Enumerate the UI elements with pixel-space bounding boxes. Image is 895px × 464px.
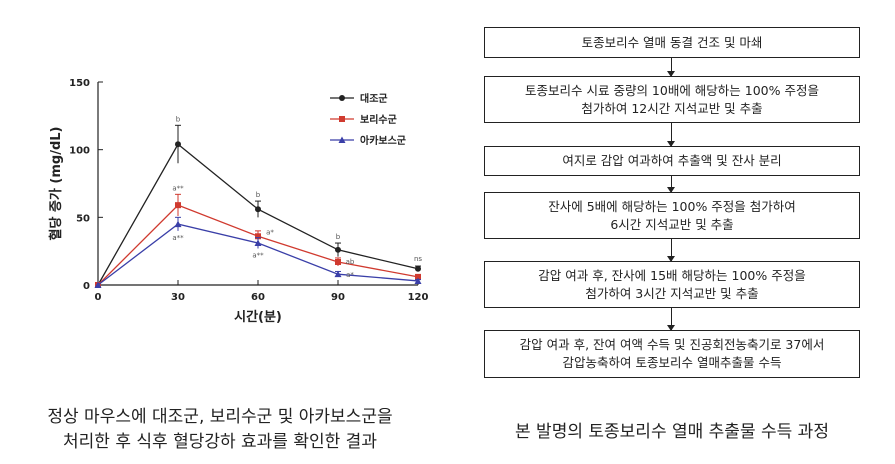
legend-marker [338,136,346,143]
legend-label: 대조군 [360,92,388,105]
flow-step-3: 여지로 감압 여과하여 추출액 및 잔사 분리 [484,146,860,176]
y-tick-label: 150 [69,78,90,89]
data-point [335,258,341,265]
data-label: a** [252,251,264,259]
data-label: a* [266,228,274,236]
data-point [414,277,422,284]
chart-caption-line-2: 처리한 후 식후 혈당강하 효과를 확인한 결과 [63,432,377,452]
data-label: a** [172,184,184,192]
flow-step-text: 잔사에 5배에 해당하는 100% 주정을 첨가하여 [548,198,796,214]
x-axis-label: 시간(분) [234,309,282,325]
data-point [175,202,181,209]
y-axis-label: 혈당 증가 (mg/dL) [48,127,64,241]
data-point [174,220,182,228]
flow-arrow-down-icon [667,58,675,77]
x-tick-label: 90 [331,292,345,303]
flow-step-text: 감압 여과 후, 잔사에 15배 해당하는 100% 주정을 [538,267,806,283]
data-point [335,246,341,253]
legend-marker [339,95,345,101]
data-label: b [256,191,261,199]
x-tick-label: 120 [408,292,429,303]
flow-arrow-down-icon [667,176,675,193]
data-label: b [176,115,181,123]
flow-step-text: 첨가하여 3시간 지석교반 및 추출 [585,285,759,301]
data-point [255,206,261,213]
legend-marker [339,116,345,122]
flow-step-text: 여지로 감압 여과하여 추출액 및 잔사 분리 [562,153,782,168]
flow-step-text: 6시간 지석교반 및 추출 [610,216,734,232]
flow-arrow-down-icon [667,308,675,331]
flowchart-caption: 본 발명의 토종보리수 열매 추출물 수득 과정 [515,422,829,442]
data-label: b [336,233,341,241]
flow-step-4: 잔사에 5배에 해당하는 100% 주정을 첨가하여 6시간 지석교반 및 추출 [484,192,860,239]
blood-glucose-chart: 0 50 100 150 0 30 60 90 120 시간(분) 혈당 증가 (mg/dL) b b… [48,78,429,325]
flow-arrow-down-icon [667,239,675,262]
y-tick-label: 50 [76,213,90,224]
flow-step-1: 토종보리수 열매 동결 건조 및 마쇄 [484,27,860,58]
data-label: a* [346,271,354,279]
flow-step-text: 토종보리수 열매 동결 건조 및 마쇄 [581,34,763,50]
flow-step-text: 토종보리수 시료 중량의 10배에 해당하는 100% 주정을 [525,82,819,98]
flow-arrow-down-icon [667,123,675,147]
chart-caption-line-1: 정상 마우스에 대조군, 보리수군 및 아카보스군을 [47,407,393,427]
data-label: ns [414,255,422,263]
flow-step-text: 감압 여과 후, 잔여 여액 수득 및 진공회전농축기로 37에서 [519,337,825,352]
chart-caption: 정상 마우스에 대조군, 보리수군 및 아카보스군을 처리한 후 식후 혈당강하… [10,405,430,455]
legend-label: 보리수군 [360,113,397,126]
data-label: a** [172,234,184,242]
data-point [415,273,421,280]
flow-step-text: 첨가하여 12시간 지석교반 및 추출 [581,100,763,116]
flow-step-text: 감압농축하여 토종보리수 열매추출물 수득 [562,355,782,370]
y-tick-label: 0 [83,281,90,292]
data-point [254,239,262,247]
legend-label: 아카보스군 [360,134,406,147]
data-label: ab [346,258,355,266]
x-tick-label: 60 [251,292,265,303]
data-point [175,141,181,148]
data-point [334,270,342,278]
y-tick-label: 100 [69,146,90,157]
x-tick-label: 30 [171,292,185,303]
data-point [255,233,261,240]
data-point [94,281,102,288]
x-tick-label: 0 [95,292,102,303]
data-point [415,265,421,272]
